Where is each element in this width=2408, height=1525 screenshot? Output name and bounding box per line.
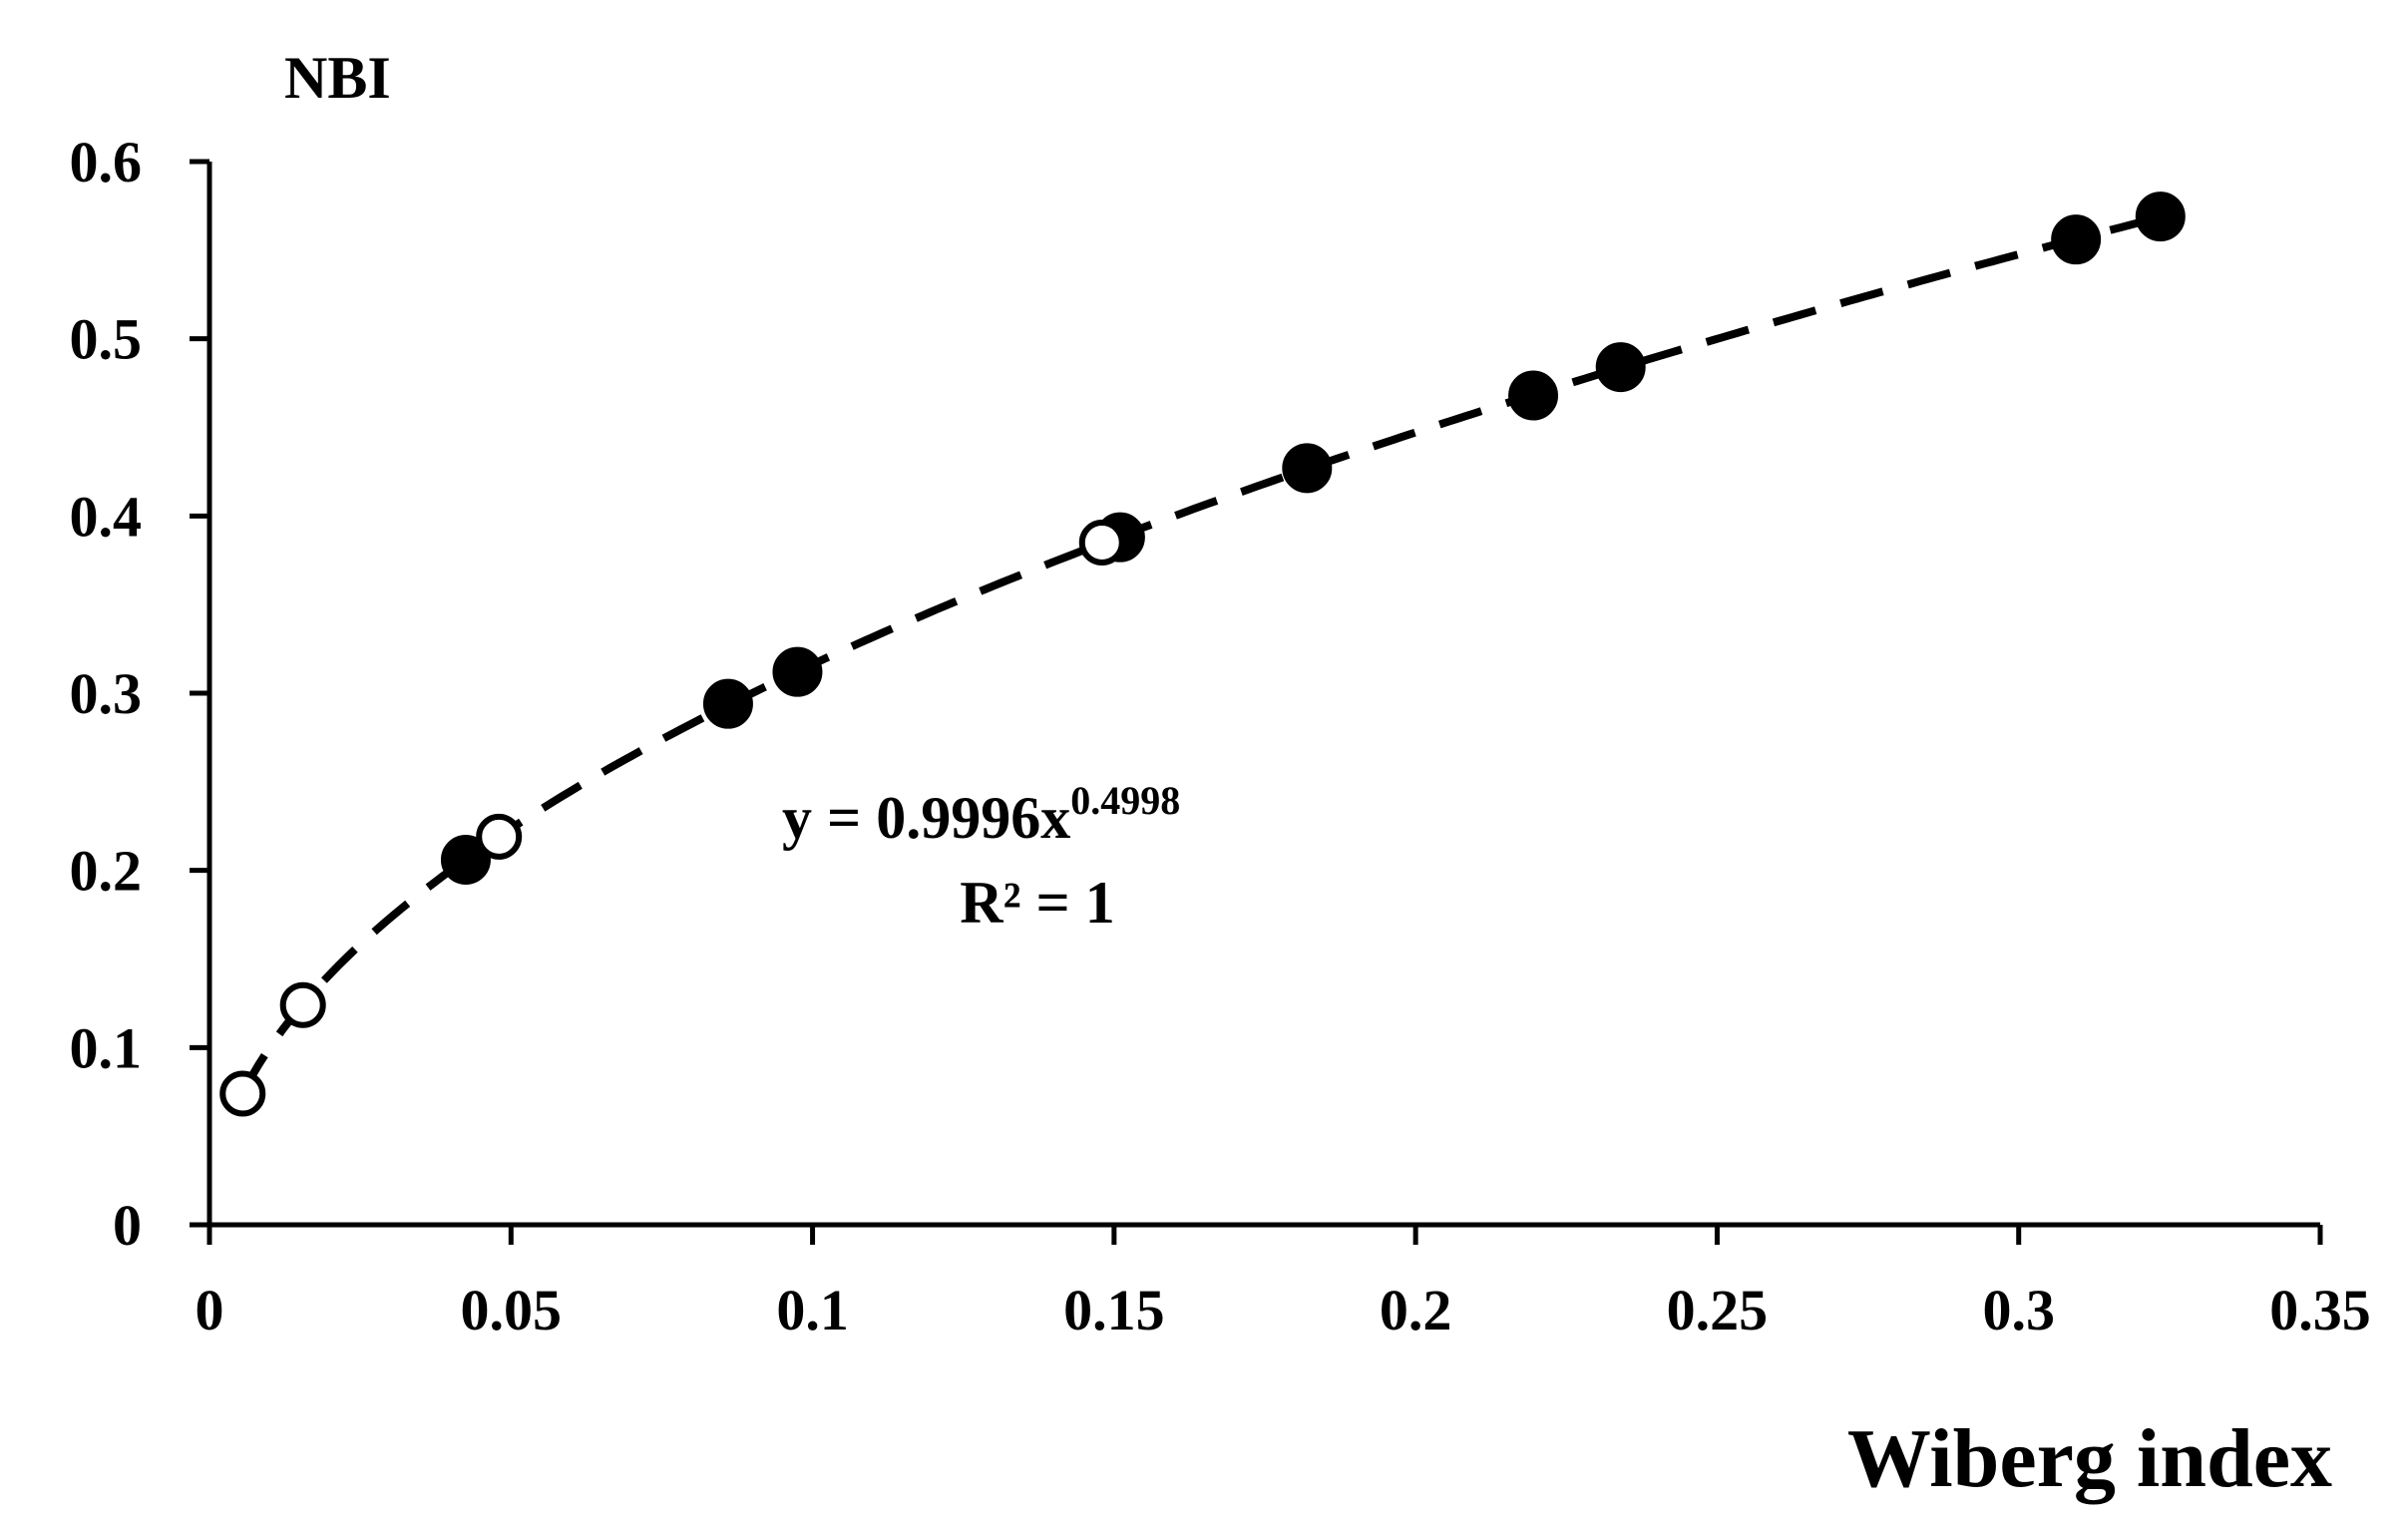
x-ticks: 0 0.05 0.1 0.15 0.2 0.25 0.3 0.35: [196, 1225, 2371, 1342]
filled-data-point: [440, 835, 491, 886]
y-tick-label: 0.6: [70, 130, 143, 194]
open-data-point: [219, 1070, 266, 1117]
y-tick-label: 0: [113, 1193, 142, 1258]
equation-main: y = 0.9996x: [782, 785, 1070, 851]
filled-data-point: [1282, 443, 1333, 494]
open-data-point: [476, 813, 523, 860]
x-tick-label: 0.1: [776, 1278, 849, 1342]
axes-layer: [206, 162, 2320, 1228]
filled-data-point: [2135, 191, 2186, 242]
filled-data-point: [1595, 342, 1646, 393]
r-squared-label: R² = 1: [960, 870, 1115, 936]
filled-data-point: [2051, 214, 2102, 265]
y-tick-label: 0.3: [70, 661, 143, 726]
open-data-point: [1078, 519, 1125, 566]
y-tick-label: 0.4: [70, 484, 143, 549]
y-ticks: 0 0.1 0.2 0.3 0.4 0.5 0.6: [70, 130, 209, 1258]
trendline-equation: y = 0.9996x0.4998: [782, 778, 1180, 851]
y-axis-title: NBI: [284, 45, 391, 111]
x-tick-label: 0.35: [2269, 1278, 2371, 1342]
filled-data-point: [702, 678, 753, 729]
filled-data-point: [772, 646, 823, 697]
y-tick-label: 0.5: [70, 307, 143, 372]
points-layer: [219, 191, 2186, 1117]
x-tick-label: 0.05: [461, 1278, 563, 1342]
x-tick-label: 0: [196, 1278, 224, 1342]
y-tick-label: 0.2: [70, 839, 143, 904]
trendline-layer: [238, 212, 2162, 1096]
x-tick-label: 0.3: [1982, 1278, 2055, 1342]
x-axis-title: Wiberg index: [1847, 1412, 2332, 1505]
power-trendline: [238, 212, 2162, 1096]
x-tick-label: 0.15: [1063, 1278, 1165, 1342]
open-data-point: [279, 981, 326, 1028]
filled-data-point: [1508, 370, 1559, 421]
equation-exponent: 0.4998: [1070, 778, 1180, 823]
x-tick-label: 0.25: [1667, 1278, 1769, 1342]
y-tick-label: 0.1: [70, 1015, 143, 1080]
x-tick-label: 0.2: [1380, 1278, 1452, 1342]
